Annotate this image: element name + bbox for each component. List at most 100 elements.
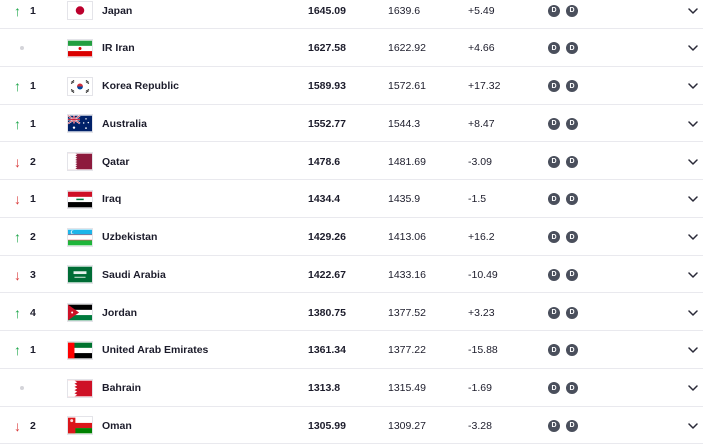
team-name[interactable]: Saudi Arabia [102,268,166,281]
chevron-down-icon[interactable] [687,407,699,444]
form-badge[interactable]: D [566,4,578,17]
movement: ↑ 2 [14,219,44,256]
form-badge[interactable]: D [548,231,560,243]
form-badge[interactable]: D [548,4,560,17]
rank-change: 2 [30,155,36,168]
form-badge[interactable]: D [548,155,560,168]
form-badge[interactable]: D [548,80,560,92]
total-points: 1313.8 [308,382,341,394]
movement: ↓ 1 [14,181,44,218]
points-difference: -1.69 [468,382,492,394]
flag-uzbekistan-icon [67,219,93,256]
previous-points: 1315.49 [388,382,426,394]
table-row[interactable]: ↓ 2 Qatar 1478.6 1481.69 -3.09 D D [0,143,703,180]
team-name[interactable]: Oman [102,419,132,432]
team-name[interactable]: Korea Republic [102,80,180,92]
form-badge[interactable]: D [566,155,578,168]
flag-iran-icon [67,30,93,67]
chevron-down-icon[interactable] [687,219,699,256]
form-badge[interactable]: D [566,80,578,92]
form-badge[interactable]: D [566,231,578,243]
form-badge[interactable]: D [548,42,560,55]
chevron-down-icon[interactable] [687,370,699,407]
table-row[interactable]: ↓ 1 Iraq 1434.4 1435.9 -1.5 D D [0,181,703,218]
table-row[interactable]: ↑ 4 Jordan 1380.75 1377.52 +3.23 D D [0,294,703,331]
form-badge[interactable]: D [548,382,560,394]
points-difference: +4.66 [468,42,495,55]
team-name[interactable]: Japan [102,4,133,17]
form-badge[interactable]: D [566,42,578,55]
chevron-down-icon[interactable] [687,256,699,293]
chevron-down-icon[interactable] [687,0,699,29]
team-name[interactable]: Iraq [102,193,122,206]
table-row[interactable]: ↓ 3 Saudi Arabia 1422.67 1433.16 -10.49 D D [0,256,703,294]
total-points: 1380.75 [308,306,346,319]
team-name[interactable]: United Arab Emirates [102,344,209,357]
team-name[interactable]: IR Iran [102,42,135,55]
movement [14,370,44,407]
table-row[interactable]: Bahrain 1313.8 1315.49 -1.69 D D [0,370,703,407]
points-difference: -3.28 [468,419,492,432]
total-points: 1645.09 [308,4,346,17]
team-name[interactable]: Australia [102,117,147,130]
points-difference: -3.09 [468,155,492,168]
team-name[interactable]: Qatar [102,155,130,168]
form-badge[interactable]: D [566,419,578,432]
no-change-dot-icon [20,46,24,51]
form-badge[interactable]: D [548,268,560,281]
arrow-down-icon: ↓ [14,153,21,170]
total-points: 1552.77 [308,117,346,130]
form-badge[interactable]: D [548,193,560,206]
table-row[interactable]: ↑ 1 United Arab Emirates 1361.34 1377.22 -15.… [0,332,703,369]
table-row[interactable]: ↑ 1 Korea Republic 1589.93 1572.61 +17.32 D D [0,68,703,105]
chevron-down-icon[interactable] [687,105,699,142]
rank-change: 2 [30,231,36,243]
chevron-down-icon[interactable] [687,68,699,105]
form-badge[interactable]: D [548,419,560,432]
table-row[interactable]: ↑ 2 Uzbekistan 1429.26 1413.06 +16.2 D D [0,219,703,256]
team-name[interactable]: Uzbekistan [102,231,158,243]
form-badge[interactable]: D [548,344,560,357]
form-badge[interactable]: D [566,117,578,130]
table-row[interactable]: ↑ 1 Japan 1645.09 1639.6 +5.49 D D [0,0,703,29]
chevron-down-icon[interactable] [687,332,699,369]
team-name[interactable]: Bahrain [102,382,142,394]
form-badge[interactable]: D [566,193,578,206]
form-badge[interactable]: D [548,117,560,130]
form-badge[interactable]: D [566,268,578,281]
arrow-up-icon: ↑ [14,304,21,321]
form-badge[interactable]: D [566,382,578,394]
total-points: 1627.58 [308,42,346,55]
movement: ↑ 1 [14,68,44,105]
form-badge[interactable]: D [548,306,560,319]
total-points: 1305.99 [308,419,346,432]
previous-points: 1481.69 [388,155,426,168]
movement: ↑ 1 [14,0,44,29]
points-difference: +17.32 [468,80,501,92]
table-row[interactable]: ↑ 1 Australia 1552.77 1544.3 +8.47 D D [0,105,703,143]
form-badge[interactable]: D [566,306,578,319]
previous-points: 1622.92 [388,42,426,55]
points-difference: +16.2 [468,231,495,243]
team-name[interactable]: Jordan [102,306,138,319]
chevron-down-icon[interactable] [687,181,699,218]
rank-change: 1 [30,117,36,130]
chevron-down-icon[interactable] [687,30,699,67]
table-row[interactable]: IR Iran 1627.58 1622.92 +4.66 D D [0,30,703,67]
flag-iraq-icon [67,181,93,218]
movement: ↑ 4 [14,294,44,331]
rank-change: 1 [30,193,36,206]
form-badge[interactable]: D [566,344,578,357]
previous-points: 1639.6 [388,4,421,17]
chevron-down-icon[interactable] [687,143,699,180]
chevron-down-icon[interactable] [687,294,699,331]
table-row[interactable]: ↓ 2 Oman 1305.99 1309.27 -3.28 D D [0,407,703,444]
points-difference: +8.47 [468,117,495,130]
flag-jordan-icon [67,294,93,331]
